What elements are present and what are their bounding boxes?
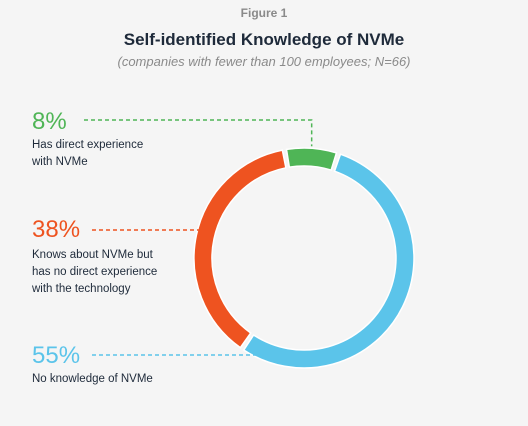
- slice-none: [242, 153, 415, 369]
- chart-title: Self-identified Knowledge of NVMe: [123, 30, 405, 49]
- slice-knows: [193, 149, 287, 349]
- slice-label-desc-none: No knowledge of NVMe: [32, 373, 153, 385]
- slice-label-desc-knows: Knows about NVMe but has no direct exper…: [32, 249, 158, 295]
- slice-label-pct-none: 55%: [32, 342, 81, 369]
- slice-experience: [285, 147, 338, 172]
- slice-label-pct-knows: 38%: [32, 216, 81, 243]
- leader-line-experience: [84, 119, 313, 147]
- chart-subtitle: (companies with fewer than 100 employees…: [117, 54, 411, 69]
- figure-label: Figure 1: [240, 6, 288, 20]
- slice-label-pct-experience: 8%: [32, 108, 67, 135]
- slice-label-desc-experience: Has direct experience with NVMe: [32, 139, 144, 168]
